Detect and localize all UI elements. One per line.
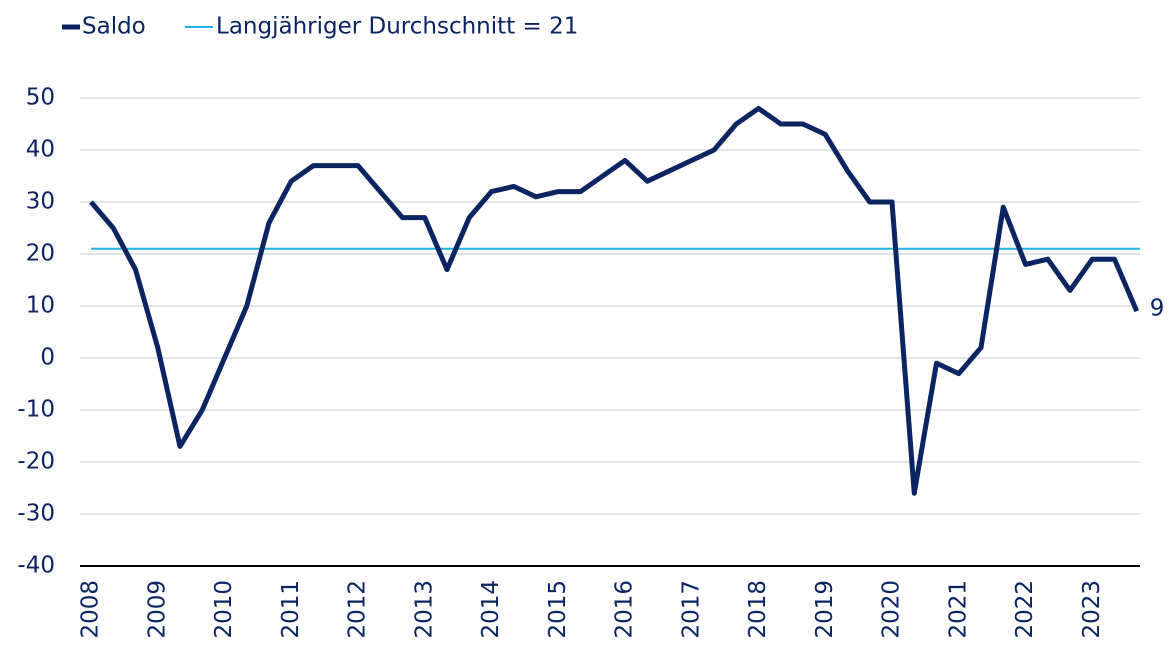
x-tick-label: 2009 — [144, 580, 170, 639]
y-tick-label: 40 — [26, 137, 55, 163]
line-series — [89, 105, 1140, 496]
x-tick-label: 2008 — [78, 580, 104, 639]
x-tick-label: 2020 — [879, 580, 905, 639]
y-tick-label: 30 — [26, 189, 55, 215]
data-label: 9 — [1150, 296, 1165, 322]
y-tick-label: -10 — [17, 397, 55, 423]
y-tick-label: -40 — [17, 553, 55, 579]
x-tick-label: 2016 — [612, 580, 638, 639]
x-tick-label: 2017 — [678, 580, 704, 639]
x-tick-label: 2021 — [945, 580, 971, 639]
x-tick-label: 2022 — [1012, 580, 1038, 639]
y-tick-label: 50 — [26, 85, 55, 111]
x-tick-label: 2014 — [478, 580, 504, 639]
x-tick-label: 2011 — [278, 580, 304, 639]
y-tick-label: -20 — [17, 449, 55, 475]
y-tick-label: -30 — [17, 501, 55, 527]
x-tick-label: 2012 — [345, 580, 371, 639]
x-tick-label: 2013 — [411, 580, 437, 639]
legend-label: Langjähriger Durchschnitt = 21 — [216, 14, 578, 40]
y-tick-label: 0 — [40, 345, 55, 371]
x-tick-label: 2019 — [812, 580, 838, 639]
x-tick-label: 2023 — [1079, 580, 1105, 639]
x-tick-label: 2015 — [545, 580, 571, 639]
y-tick-label: 10 — [26, 293, 55, 319]
y-tick-label: 20 — [26, 241, 55, 267]
legend-label: Saldo — [82, 14, 146, 40]
x-tick-label: 2018 — [745, 580, 771, 639]
x-tick-label: 2010 — [211, 580, 237, 639]
